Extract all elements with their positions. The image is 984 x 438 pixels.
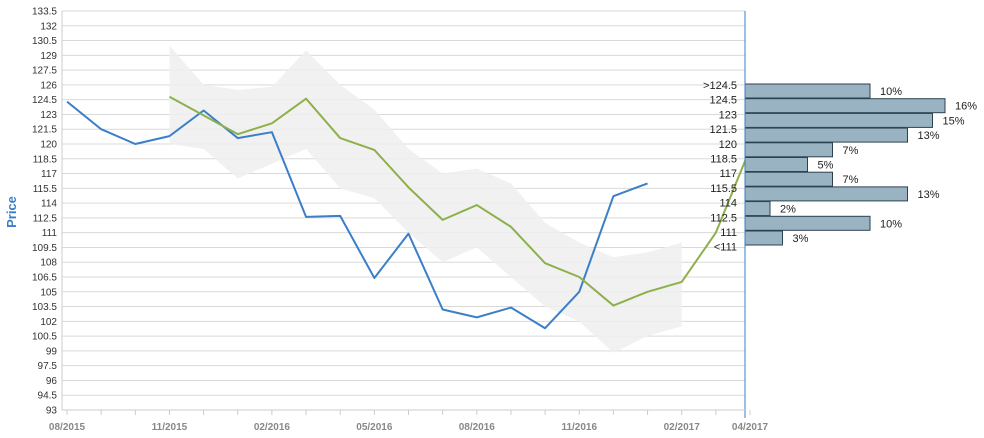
- y-tick-label: 112.5: [33, 213, 58, 224]
- histogram-bar: [744, 201, 771, 217]
- y-tick-label: 133.5: [32, 7, 57, 18]
- histogram-percent-label: 10%: [880, 86, 902, 98]
- histogram-bar: [744, 127, 908, 143]
- histogram-percent-label: 16%: [955, 101, 977, 113]
- histogram-percent-label: 5%: [818, 160, 834, 172]
- histogram-bin-label: 121.5: [709, 124, 737, 136]
- y-tick-label: 117: [41, 169, 57, 180]
- histogram-bin-label: >124.5: [703, 80, 737, 92]
- y-tick-label: 111: [42, 228, 58, 239]
- y-tick-label: 118.5: [33, 154, 58, 165]
- y-tick-label: 115.5: [33, 184, 58, 195]
- y-tick-label: 105: [40, 287, 57, 298]
- histogram-bin-label: <111: [714, 242, 737, 254]
- y-tick-label: 123: [40, 110, 57, 121]
- histogram-percent-label: 15%: [943, 115, 965, 127]
- histogram-bin-label: 120: [719, 139, 737, 151]
- histogram-bar: [744, 230, 783, 246]
- y-tick-label: 94.5: [38, 391, 58, 402]
- y-tick-label: 127.5: [32, 66, 57, 77]
- histogram-bin-label: 112.5: [710, 212, 737, 224]
- histogram-bin-label: 123: [719, 109, 737, 121]
- series-line: [168, 95, 751, 307]
- y-tick-label: 124.5: [32, 95, 57, 106]
- series-line: [66, 100, 648, 330]
- histogram-bar: [744, 98, 946, 114]
- histogram-bar: [744, 171, 833, 187]
- histogram-percent-label: 7%: [843, 145, 859, 157]
- y-tick-label: 132: [40, 21, 57, 32]
- series-lines: [66, 95, 751, 330]
- y-tick-label: 96: [46, 376, 58, 387]
- y-tick-label: 106.5: [32, 273, 57, 284]
- y-tick-label: 93: [46, 406, 58, 417]
- histogram-bin-label: 114: [719, 198, 737, 210]
- histogram-percent-label: 3%: [793, 233, 809, 245]
- y-tick-label: 129: [40, 51, 57, 62]
- histogram-bar: [744, 186, 908, 202]
- histogram-bin-label: 118.5: [710, 154, 737, 166]
- y-tick-label: 114: [41, 199, 57, 210]
- histogram-bar: [744, 157, 808, 172]
- y-tick-label: 126: [40, 80, 57, 91]
- y-tick-label: 109.5: [32, 243, 57, 254]
- histogram-percent-label: 13%: [918, 189, 940, 201]
- histogram-bar: [744, 142, 833, 158]
- x-tick-label: 02/2016: [254, 422, 291, 433]
- histogram-percent-label: 13%: [918, 130, 940, 142]
- x-tick-label: 04/2017: [732, 422, 769, 433]
- histogram-percent-label: 10%: [880, 218, 902, 230]
- y-tick-label: 99: [46, 346, 58, 357]
- x-tick-label: 11/2015: [152, 422, 188, 433]
- y-tick-label: 103.5: [32, 302, 57, 313]
- y-tick-label: 120: [40, 140, 57, 151]
- histogram-bin-label: 117: [719, 168, 737, 180]
- distribution-histogram: >124.5 10% 124.5 16% 123 15% 121.5 13% 120 7% 118.…: [703, 80, 977, 254]
- histogram-bar: [744, 215, 871, 231]
- histogram-bin-label: 115.5: [710, 183, 737, 195]
- y-tick-label: 108: [40, 258, 57, 269]
- y-tick-label: 102: [40, 317, 57, 328]
- histogram-bar: [744, 112, 933, 128]
- x-tick-label: 08/2016: [459, 422, 496, 433]
- x-tick-label: 02/2017: [664, 422, 701, 433]
- y-axis-ticks: 133.5 132 130.5 129 127.5 126 124.5 123 121.5 120…: [32, 7, 57, 417]
- y-tick-label: 130.5: [32, 36, 57, 47]
- axes: [61, 11, 746, 418]
- y-tick-label: 97.5: [38, 361, 58, 372]
- y-tick-label: 121.5: [32, 125, 57, 136]
- histogram-bar: [744, 83, 871, 99]
- y-axis-label: Price: [4, 196, 19, 228]
- x-axis-ticks: 08/2015 11/2015 02/2016 05/2016 08/2016 11/20…: [49, 410, 769, 433]
- histogram-bin-label: 124.5: [709, 95, 737, 107]
- x-tick-label: 11/2016: [561, 422, 597, 433]
- histogram-percent-label: 2%: [780, 204, 796, 216]
- x-tick-label: 05/2016: [356, 422, 393, 433]
- y-tick-label: 100.5: [32, 332, 57, 343]
- histogram-percent-label: 7%: [843, 174, 859, 186]
- x-tick-label: 08/2015: [49, 422, 86, 433]
- forecast-range-area: [169, 45, 682, 353]
- confidence-band: [169, 45, 682, 353]
- histogram-bin-label: 111: [720, 227, 737, 239]
